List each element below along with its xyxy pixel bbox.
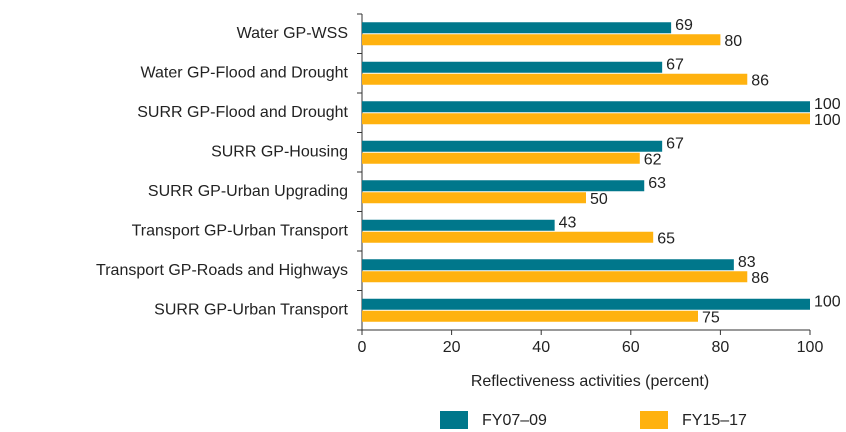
data-label: 43 bbox=[559, 214, 577, 231]
bar bbox=[362, 61, 663, 73]
data-label: 75 bbox=[702, 309, 720, 326]
bar bbox=[362, 180, 645, 192]
bar bbox=[362, 101, 810, 113]
bar bbox=[362, 152, 640, 164]
data-label: 86 bbox=[751, 270, 769, 287]
category-label: Transport GP-Urban Transport bbox=[132, 222, 349, 239]
data-label: 50 bbox=[590, 191, 608, 208]
data-label: 100 bbox=[814, 96, 841, 113]
data-label: 86 bbox=[751, 72, 769, 89]
data-label: 67 bbox=[666, 56, 684, 73]
bar bbox=[362, 271, 748, 283]
data-label: 83 bbox=[738, 254, 756, 271]
x-tick-label: 100 bbox=[797, 339, 824, 356]
data-label: 100 bbox=[814, 112, 841, 129]
x-axis-label: Reflectiveness activities (percent) bbox=[471, 373, 709, 390]
data-label: 63 bbox=[648, 175, 666, 192]
bar bbox=[362, 219, 555, 231]
bar bbox=[362, 140, 663, 152]
x-tick-label: 20 bbox=[443, 339, 461, 356]
legend-label: FY07–09 bbox=[482, 412, 547, 429]
bar bbox=[362, 259, 734, 271]
bar bbox=[362, 192, 586, 204]
bar bbox=[362, 231, 654, 243]
bar bbox=[362, 113, 810, 125]
category-label: SURR GP-Urban Transport bbox=[154, 301, 348, 318]
data-label: 100 bbox=[814, 293, 841, 310]
legend-swatch bbox=[640, 411, 668, 429]
bar bbox=[362, 298, 810, 310]
data-label: 80 bbox=[724, 33, 742, 50]
legend-label: FY15–17 bbox=[682, 412, 747, 429]
bar bbox=[362, 34, 721, 46]
x-tick-label: 40 bbox=[532, 339, 550, 356]
x-tick-label: 60 bbox=[622, 339, 640, 356]
category-label: Water GP-Flood and Drought bbox=[141, 64, 349, 81]
bar bbox=[362, 22, 672, 34]
data-label: 69 bbox=[675, 17, 693, 34]
category-label: SURR GP-Urban Upgrading bbox=[148, 183, 348, 200]
bar bbox=[362, 73, 748, 85]
category-label: Transport GP-Roads and Highways bbox=[96, 262, 348, 279]
category-label: SURR GP-Housing bbox=[211, 143, 348, 160]
data-label: 67 bbox=[666, 135, 684, 152]
bar bbox=[362, 310, 698, 322]
legend-swatch bbox=[440, 411, 468, 429]
x-tick-label: 0 bbox=[358, 339, 367, 356]
x-tick-label: 80 bbox=[712, 339, 730, 356]
category-label: SURR GP-Flood and Drought bbox=[137, 104, 348, 121]
data-label: 62 bbox=[644, 151, 662, 168]
category-label: Water GP-WSS bbox=[237, 25, 348, 42]
data-label: 65 bbox=[657, 230, 675, 247]
